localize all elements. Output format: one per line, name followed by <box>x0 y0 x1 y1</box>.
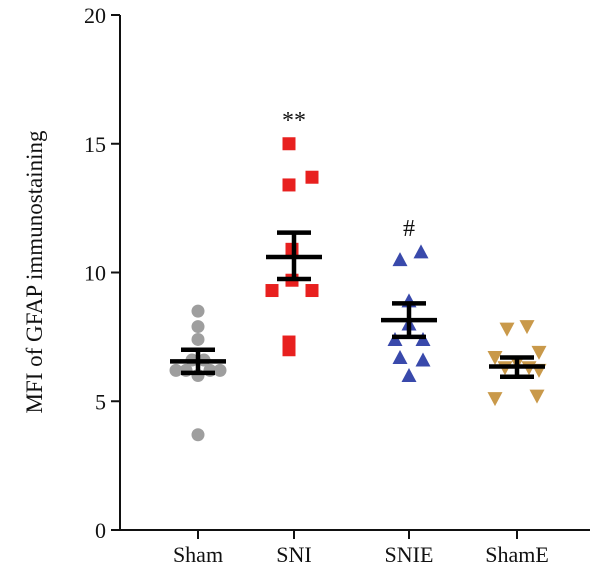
y-tick-label: 20 <box>84 3 106 28</box>
data-point-shame <box>529 389 545 404</box>
y-tick-label: 0 <box>95 518 106 543</box>
x-tick-label-sham: Sham <box>173 542 223 567</box>
data-point-shame <box>531 345 547 360</box>
data-point-sni <box>305 284 319 298</box>
data-point-sham <box>191 320 205 334</box>
data-point-snie <box>413 244 429 259</box>
x-ticks: Sham SNI SNIE ShamE <box>173 530 549 567</box>
y-ticks: 0 5 10 15 20 <box>84 3 120 543</box>
data-point-sham <box>169 363 183 377</box>
y-axis-title: MFI of GFAP immunostaining <box>22 130 47 414</box>
data-point-snie <box>392 349 408 364</box>
data-point-sham <box>191 304 205 318</box>
data-point-shame <box>499 322 515 337</box>
data-point-shame <box>519 320 535 335</box>
data-point-sham <box>191 428 205 442</box>
data-point-shame <box>487 350 503 365</box>
data-point-snie <box>415 352 431 367</box>
x-tick-label-shame: ShamE <box>485 542 549 567</box>
x-tick-label-sni: SNI <box>276 542 311 567</box>
data-points <box>169 137 547 442</box>
mean-sem-bars <box>170 230 545 380</box>
significance-mark-snie: # <box>403 216 415 242</box>
data-point-snie <box>401 368 417 382</box>
axes <box>119 15 590 531</box>
data-point-sni <box>265 284 279 298</box>
data-point-sni <box>282 178 296 192</box>
data-point-sham <box>191 332 205 346</box>
data-point-shame <box>487 392 503 407</box>
x-tick-label-snie: SNIE <box>385 542 434 567</box>
data-point-sni <box>282 343 296 357</box>
y-tick-label: 15 <box>84 132 106 157</box>
data-point-sham <box>213 363 227 377</box>
y-tick-label: 5 <box>95 389 106 414</box>
data-point-sni <box>282 137 296 151</box>
data-point-snie <box>392 252 408 267</box>
significance-annotations: ** # <box>282 108 415 242</box>
significance-mark-sni: ** <box>282 108 306 134</box>
data-point-sni <box>305 170 319 184</box>
y-tick-label: 10 <box>84 261 106 286</box>
